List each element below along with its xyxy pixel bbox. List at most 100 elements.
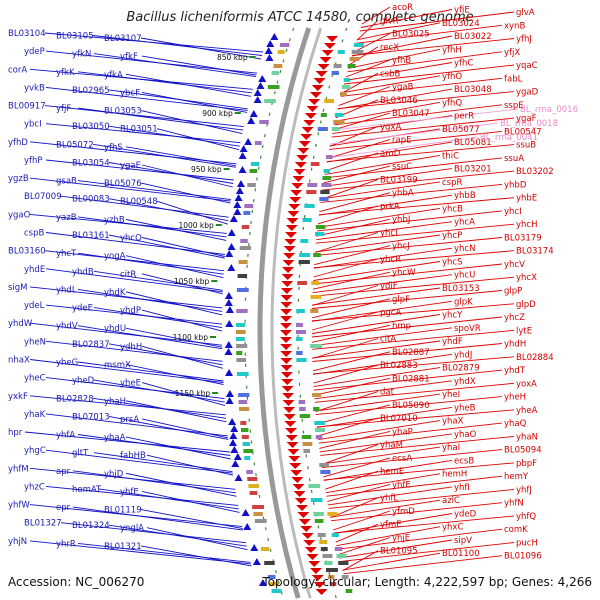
plus-gene-label: yhaN	[516, 432, 538, 442]
label-connector	[360, 9, 453, 28]
plus-gene-label: sipV	[454, 536, 472, 546]
minus-gene-label: BL02828	[56, 394, 94, 404]
plus-gene-label: ygaF	[516, 114, 537, 124]
genome-info-label: Topology: circular; Length: 4,222,597 bp…	[261, 575, 592, 589]
minus-gene-label: BL07009	[24, 192, 62, 202]
cog-feature	[299, 407, 306, 411]
label-connector	[330, 499, 441, 518]
cog-feature	[317, 533, 326, 537]
plus-strand-gene	[309, 92, 322, 98]
plus-gene-label: citA	[380, 335, 396, 345]
backbone-outer	[257, 27, 312, 599]
minus-strand-gene	[247, 117, 256, 124]
cog-feature	[322, 554, 333, 558]
label-connector	[312, 338, 379, 359]
label-connector	[329, 130, 503, 150]
backbone-inner	[270, 27, 323, 599]
plus-gene-label: aroD	[380, 149, 401, 159]
cog-feature	[241, 428, 249, 432]
cog-feature	[238, 260, 248, 264]
label-connector	[108, 524, 247, 547]
label-connector	[312, 290, 503, 309]
plus-strand-gene	[326, 36, 339, 42]
plus-strand-gene	[285, 232, 298, 238]
label-connector	[29, 540, 251, 565]
minus-gene-label: BL03160	[8, 247, 46, 257]
plus-strand-gene	[280, 302, 293, 308]
plus-strand-gene	[303, 540, 316, 546]
minus-strand-gene	[238, 152, 247, 159]
plus-gene-label: yheA	[516, 406, 538, 416]
plus-gene-label: yhdH	[504, 340, 526, 350]
plus-gene-label: BL03201	[454, 165, 492, 175]
plus-gene-label: yhaM	[380, 441, 403, 451]
plus-gene-label: hemY	[504, 472, 529, 482]
label-connector	[313, 261, 441, 281]
cog-feature	[254, 141, 262, 145]
plus-gene-label: BL01095	[380, 547, 418, 557]
plus-strand-gene	[294, 162, 307, 168]
cog-feature	[319, 463, 329, 467]
cog-feature	[315, 428, 326, 432]
cog-feature	[349, 57, 360, 61]
label-connector	[77, 107, 244, 131]
plus-gene-label: spoVR	[454, 324, 481, 334]
label-connector	[320, 183, 503, 203]
label-connector	[311, 311, 379, 331]
plus-strand-gene	[309, 568, 322, 574]
cog-feature	[336, 554, 347, 558]
label-connector	[338, 86, 391, 107]
plus-strand-gene	[311, 575, 324, 581]
label-connector	[141, 418, 229, 439]
label-connector	[77, 361, 224, 382]
plus-strand-gene	[291, 477, 304, 483]
minus-strand-gene	[239, 145, 248, 152]
cog-feature	[308, 484, 321, 488]
label-connector	[312, 351, 391, 372]
label-connector	[72, 470, 236, 494]
label-connector	[108, 162, 234, 184]
plus-gene-label: fabL	[504, 74, 523, 84]
plus-strand-gene	[284, 239, 297, 245]
plus-strand-gene	[293, 491, 306, 497]
cog-feature	[239, 407, 250, 411]
label-connector	[60, 522, 246, 544]
label-connector	[316, 221, 453, 241]
label-connector	[322, 168, 453, 188]
plus-gene-label: BL00547	[504, 127, 542, 137]
cog-feature	[326, 155, 333, 159]
plus-strand-gene	[297, 512, 310, 518]
plus-gene-label: BL05094	[504, 446, 542, 456]
label-connector	[320, 181, 441, 200]
plus-strand-gene	[280, 288, 293, 294]
label-connector	[314, 237, 503, 256]
minus-gene-label: cspB	[24, 229, 44, 239]
label-connector	[141, 164, 233, 188]
minus-strand-gene	[231, 460, 240, 467]
label-connector	[141, 309, 223, 332]
plus-gene-label: thiC	[442, 151, 459, 161]
label-connector	[326, 141, 453, 163]
cog-feature	[320, 470, 331, 474]
label-connector	[45, 86, 248, 111]
label-connector	[314, 232, 379, 253]
cog-feature	[236, 323, 246, 327]
plus-gene-label: yhjE	[392, 534, 410, 544]
label-connector	[333, 108, 519, 131]
plus-gene-label: ydiF	[380, 282, 398, 292]
label-connector	[125, 255, 224, 279]
label-connector	[320, 435, 515, 456]
cog-feature	[242, 442, 250, 446]
minus-gene-label: yheE	[120, 379, 141, 389]
label-connector	[313, 367, 441, 388]
plus-strand-gene	[315, 71, 328, 77]
minus-strand-gene	[225, 250, 234, 257]
cog-feature	[250, 162, 260, 166]
label-connector	[77, 288, 223, 312]
plus-gene-label: yhfE	[392, 480, 411, 490]
label-connector	[140, 110, 243, 135]
minus-gene-label: corA	[8, 65, 27, 75]
label-connector	[315, 391, 379, 413]
label-connector	[323, 457, 391, 478]
cog-feature	[331, 71, 339, 75]
